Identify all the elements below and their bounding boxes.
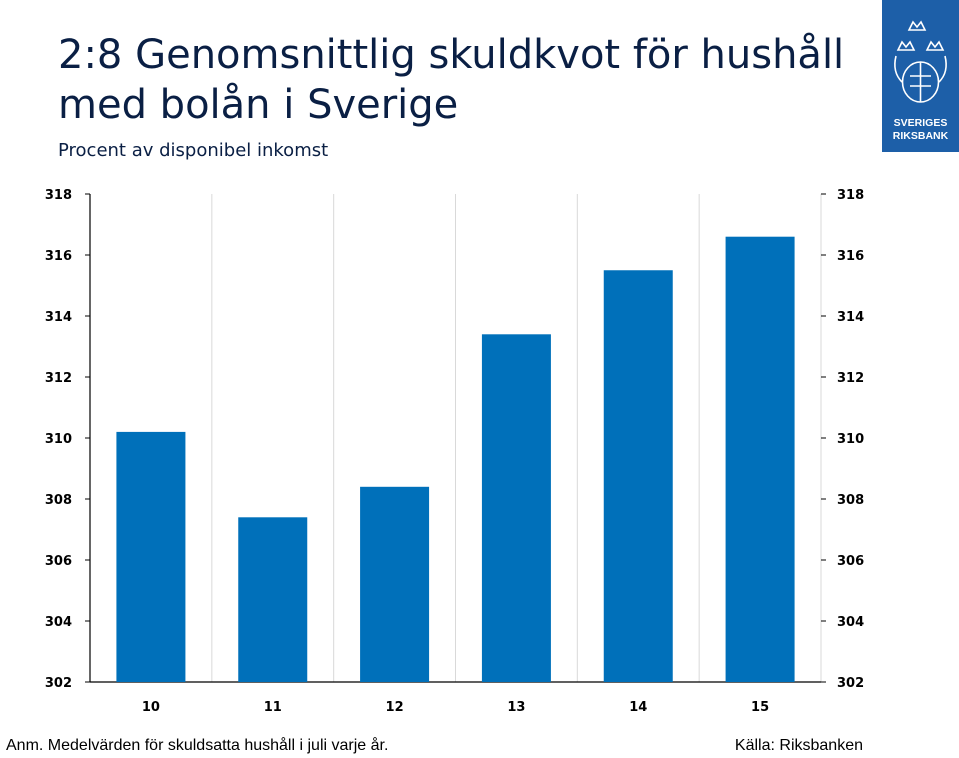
- bar-11: [238, 517, 308, 682]
- y-tick-label-right: 310: [837, 432, 864, 447]
- bar-chart: 302 302 304 304 306 306 308 308 310 310 312 312 314 3…: [45, 188, 864, 715]
- y-tick-label-left: 318: [45, 188, 72, 203]
- y-tick-label-right: 306: [837, 554, 864, 569]
- y-tick-label-left: 316: [45, 249, 72, 264]
- y-tick-label-right: 318: [837, 188, 864, 203]
- bar-14: [603, 270, 673, 682]
- y-tick-label-left: 304: [45, 615, 72, 630]
- y-tick-label-left: 312: [45, 371, 72, 386]
- chart-subtitle: Procent av disponibel inkomst: [58, 140, 329, 161]
- y-tick-label-left: 308: [45, 493, 72, 508]
- bar-15: [725, 236, 795, 682]
- x-tick-label: 14: [629, 700, 647, 715]
- y-tick-label-right: 304: [837, 615, 864, 630]
- y-tick-label-left: 306: [45, 554, 72, 569]
- bar-12: [360, 486, 430, 682]
- y-tick-label-right: 308: [837, 493, 864, 508]
- y-tick-label-right: 314: [837, 310, 864, 325]
- y-tick-label-right: 302: [837, 676, 864, 691]
- bar-13: [481, 334, 551, 682]
- y-tick-label-left: 314: [45, 310, 72, 325]
- x-tick-label: 15: [751, 700, 769, 715]
- y-tick-label-left: 302: [45, 676, 72, 691]
- y-tick-label-left: 310: [45, 432, 72, 447]
- x-tick-label: 11: [264, 700, 282, 715]
- riksbank-crest-icon: [894, 20, 947, 103]
- chart-source: Källa: Riksbanken: [734, 737, 863, 754]
- chart-title: 2:8 Genomsnittlig skuldkvot för hushåll …: [58, 32, 845, 128]
- chart-footnote: Anm. Medelvärden för skuldsatta hushåll …: [6, 737, 389, 754]
- riksbank-logo: SVERIGES RIKSBANK: [882, 0, 959, 152]
- y-tick-label-right: 316: [837, 249, 864, 264]
- bar-10: [116, 431, 186, 682]
- x-tick-label: 12: [386, 700, 404, 715]
- x-tick-label: 13: [507, 700, 525, 715]
- logo-text-line1: SVERIGES: [893, 117, 948, 129]
- x-tick-label: 10: [142, 700, 160, 715]
- y-tick-label-right: 312: [837, 371, 864, 386]
- logo-text-line2: RIKSBANK: [892, 130, 949, 142]
